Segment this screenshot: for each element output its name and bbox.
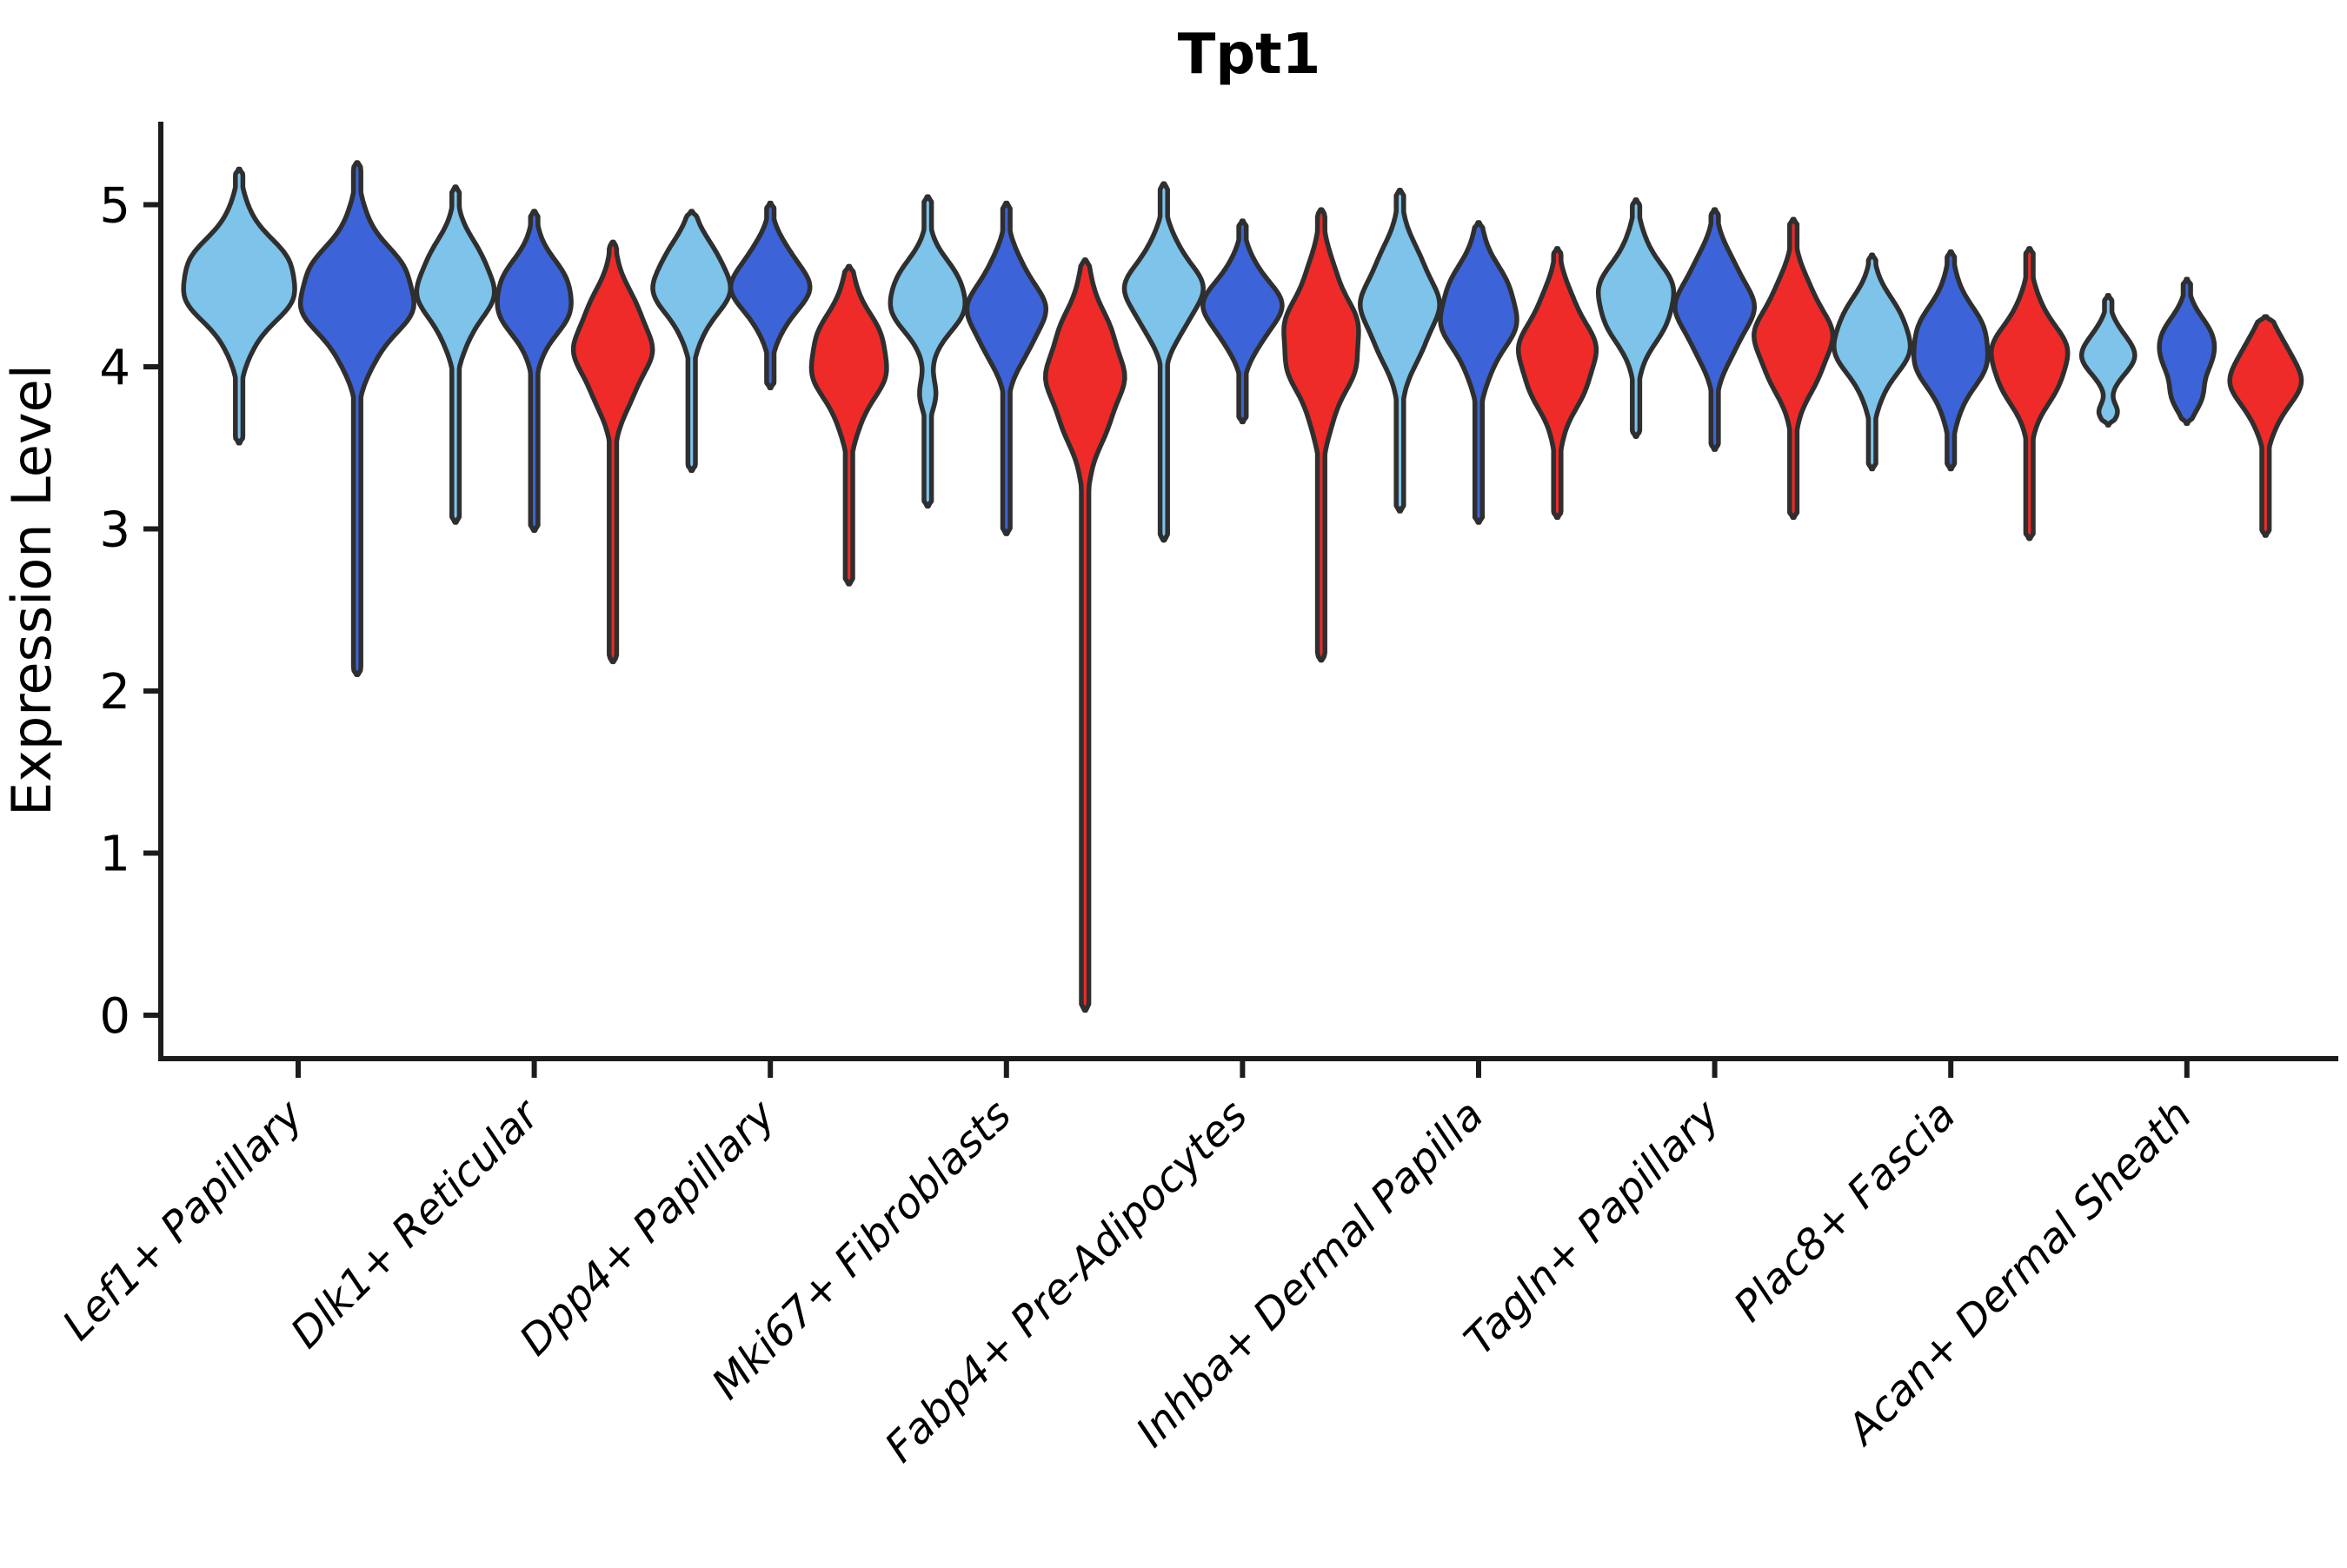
- violin-tagln-papillary-lightblue: [1595, 197, 1677, 439]
- violin-dpp4-papillary-blue: [728, 200, 813, 390]
- y-tick-label-1: 1: [99, 827, 130, 883]
- violin-plac8-fascia-blue: [1911, 249, 1991, 472]
- x-tick-label-1: Dlk1+ Reticular: [282, 1089, 551, 1359]
- violin-dpp4-papillary-lightblue: [650, 209, 734, 474]
- violin-dlk1-reticular-red: [570, 239, 655, 665]
- x-tick-label-6: Tagln+ Papillary: [1455, 1090, 1730, 1365]
- violin-lef1-papillary-lightblue: [181, 166, 297, 446]
- violin-lef1-papillary-blue: [297, 160, 416, 678]
- violins-layer: [181, 160, 2304, 1013]
- y-axis-label: Expression Level: [0, 364, 63, 816]
- y-tick-label-3: 3: [99, 502, 130, 559]
- violin-acan-dermal-sheath-blue: [2157, 276, 2217, 427]
- violin-mki67-fibroblasts-blue: [964, 200, 1048, 536]
- y-tick-label-2: 2: [99, 664, 130, 721]
- violin-acan-dermal-sheath-red: [2227, 314, 2304, 538]
- violin-dpp4-papillary-red: [808, 263, 889, 587]
- violin-mki67-fibroblasts-lightblue: [888, 194, 967, 509]
- violin-inhba-dermal-papilla-red: [1515, 246, 1599, 521]
- violin-tagln-papillary-red: [1752, 216, 1836, 521]
- violin-fabp4-pre-adipocytes-red: [1281, 207, 1361, 663]
- y-tick-label-5: 5: [99, 178, 130, 235]
- violin-mki67-fibroblasts-red: [1042, 257, 1127, 1013]
- violin-plac8-fascia-lightblue: [1832, 252, 1913, 472]
- violin-fabp4-pre-adipocytes-lightblue: [1121, 181, 1206, 543]
- axes-layer: [143, 122, 2338, 1078]
- plot-title: Tpt1: [1178, 23, 1321, 87]
- x-tick-label-0: Lef1+ Papillary: [53, 1090, 313, 1350]
- violin-dlk1-reticular-blue: [495, 209, 574, 534]
- violin-inhba-dermal-papilla-lightblue: [1358, 187, 1442, 514]
- violin-tagln-papillary-blue: [1672, 207, 1758, 452]
- violin-fabp4-pre-adipocytes-blue: [1200, 218, 1285, 425]
- violin-acan-dermal-sheath-lightblue: [2078, 293, 2138, 428]
- violin-plac8-fascia-red: [1989, 246, 2071, 541]
- y-tick-label-4: 4: [99, 340, 130, 396]
- x-tick-label-2: Dpp4+ Papillary: [510, 1090, 785, 1365]
- x-tick-label-7: Plac8+ Fascia: [1725, 1091, 1965, 1332]
- y-tick-label-0: 0: [99, 988, 130, 1045]
- violin-inhba-dermal-papilla-blue: [1438, 220, 1519, 525]
- violin-dlk1-reticular-lightblue: [414, 184, 497, 525]
